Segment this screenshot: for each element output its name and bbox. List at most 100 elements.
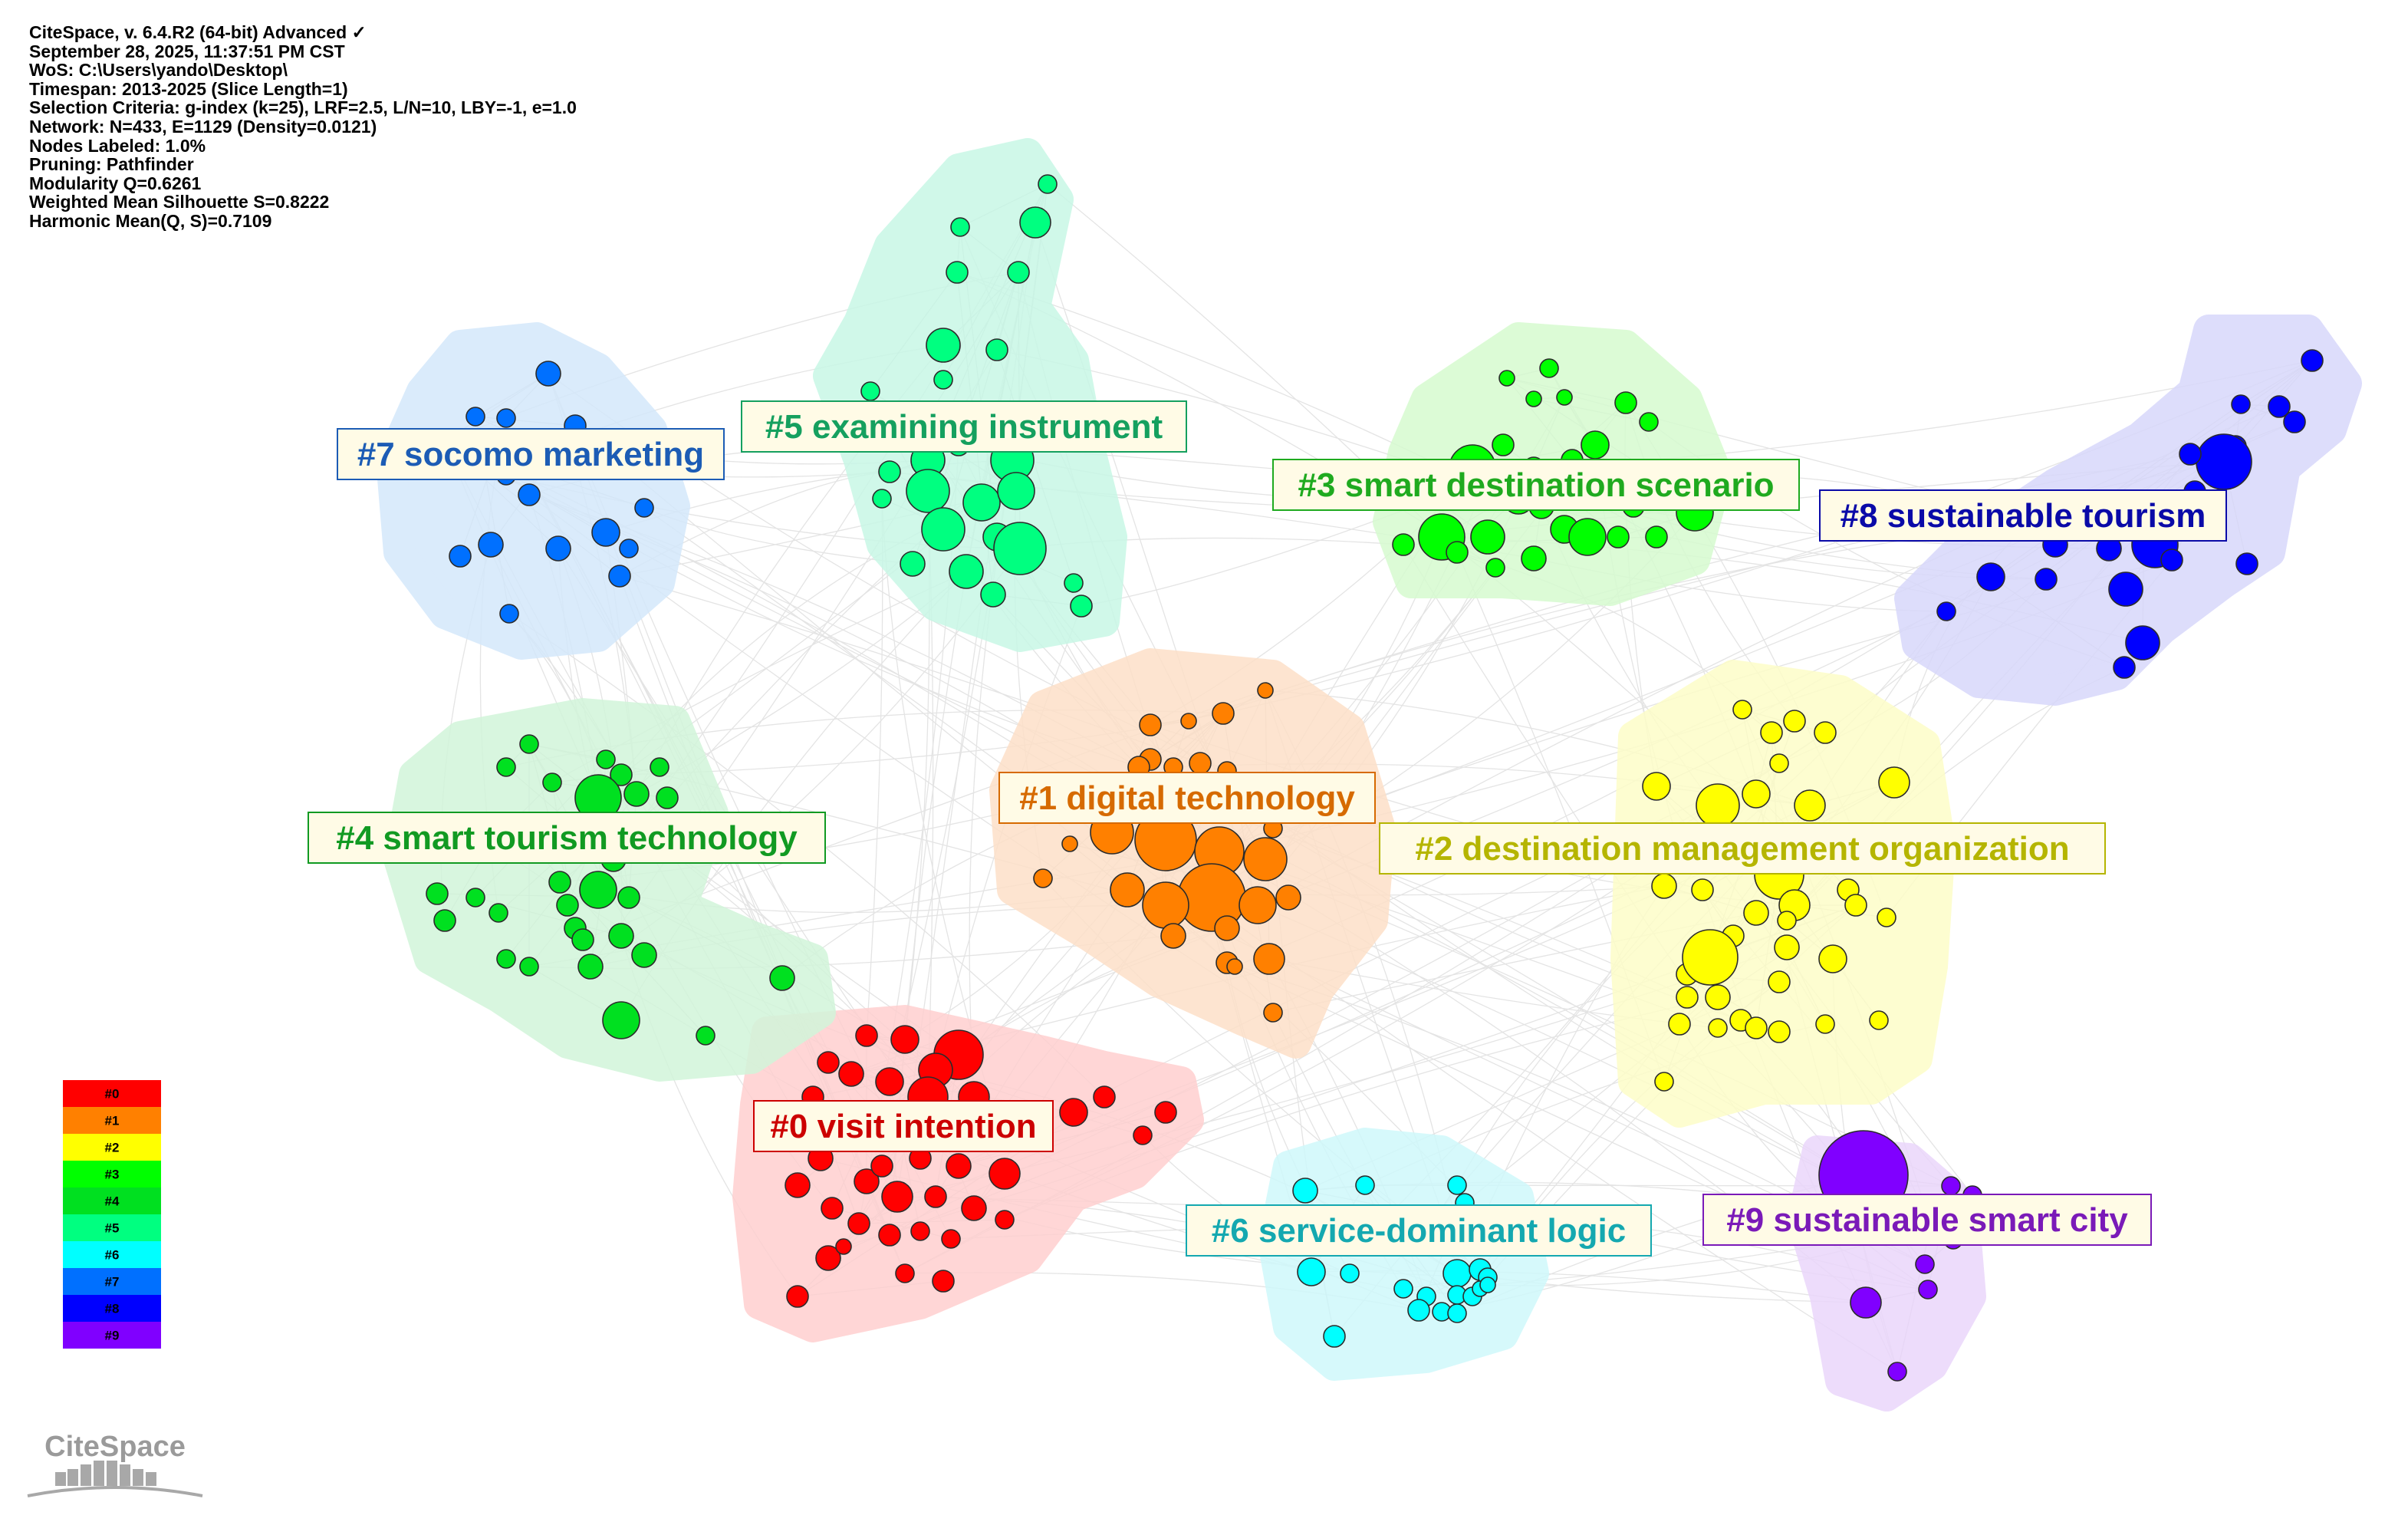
node-cluster-8[interactable] bbox=[2235, 552, 2258, 575]
node-cluster-5[interactable] bbox=[872, 489, 892, 509]
node-cluster-3[interactable] bbox=[1607, 525, 1630, 548]
node-cluster-8[interactable] bbox=[2231, 394, 2251, 414]
node-cluster-4[interactable] bbox=[426, 882, 449, 905]
node-cluster-9[interactable] bbox=[1850, 1286, 1882, 1319]
node-cluster-6[interactable] bbox=[1393, 1279, 1413, 1299]
node-cluster-2[interactable] bbox=[1818, 944, 1847, 973]
node-cluster-0[interactable] bbox=[785, 1172, 811, 1198]
node-cluster-8[interactable] bbox=[2301, 349, 2324, 372]
node-cluster-3[interactable] bbox=[1581, 430, 1610, 460]
node-cluster-8[interactable] bbox=[2113, 656, 2136, 679]
node-cluster-6[interactable] bbox=[1292, 1178, 1318, 1204]
node-cluster-0[interactable] bbox=[1093, 1085, 1116, 1108]
node-cluster-0[interactable] bbox=[946, 1153, 972, 1179]
node-cluster-1[interactable] bbox=[1257, 682, 1274, 699]
node-cluster-1[interactable] bbox=[1253, 943, 1285, 975]
node-cluster-5[interactable] bbox=[985, 338, 1008, 361]
node-cluster-6[interactable] bbox=[1479, 1276, 1496, 1293]
node-cluster-6[interactable] bbox=[1447, 1175, 1467, 1195]
node-cluster-9[interactable] bbox=[1918, 1280, 1938, 1299]
node-cluster-1[interactable] bbox=[1142, 881, 1189, 929]
node-cluster-4[interactable] bbox=[519, 957, 539, 977]
node-cluster-2[interactable] bbox=[1815, 1014, 1835, 1034]
node-cluster-4[interactable] bbox=[650, 757, 669, 777]
node-cluster-5[interactable] bbox=[1064, 573, 1084, 593]
node-cluster-0[interactable] bbox=[878, 1224, 901, 1247]
node-cluster-5[interactable] bbox=[946, 261, 969, 284]
node-cluster-7[interactable] bbox=[496, 408, 516, 428]
node-cluster-8[interactable] bbox=[2108, 572, 2143, 607]
node-cluster-8[interactable] bbox=[2196, 433, 2252, 490]
node-cluster-0[interactable] bbox=[895, 1263, 915, 1283]
node-cluster-2[interactable] bbox=[1676, 986, 1699, 1009]
node-cluster-1[interactable] bbox=[1139, 713, 1162, 736]
cluster-label-5[interactable]: #5 examining instrument bbox=[741, 400, 1187, 453]
node-cluster-4[interactable] bbox=[623, 781, 650, 807]
node-cluster-4[interactable] bbox=[519, 734, 539, 754]
node-cluster-1[interactable] bbox=[1239, 886, 1277, 924]
node-cluster-7[interactable] bbox=[545, 535, 571, 562]
node-cluster-2[interactable] bbox=[1696, 783, 1740, 828]
node-cluster-2[interactable] bbox=[1777, 911, 1797, 931]
node-cluster-2[interactable] bbox=[1642, 772, 1671, 801]
node-cluster-7[interactable] bbox=[619, 539, 639, 558]
node-cluster-1[interactable] bbox=[1243, 837, 1288, 881]
node-cluster-4[interactable] bbox=[617, 886, 640, 909]
node-cluster-2[interactable] bbox=[1742, 779, 1771, 809]
cluster-label-9[interactable]: #9 sustainable smart city bbox=[1702, 1194, 2152, 1246]
node-cluster-1[interactable] bbox=[1160, 923, 1186, 949]
node-cluster-1[interactable] bbox=[1110, 872, 1145, 907]
node-cluster-5[interactable] bbox=[962, 483, 1001, 522]
node-cluster-3[interactable] bbox=[1568, 518, 1607, 556]
node-cluster-0[interactable] bbox=[847, 1212, 870, 1235]
node-cluster-5[interactable] bbox=[878, 460, 901, 483]
node-cluster-9[interactable] bbox=[1941, 1176, 1961, 1196]
node-cluster-0[interactable] bbox=[821, 1197, 844, 1220]
node-cluster-5[interactable] bbox=[950, 217, 970, 237]
node-cluster-2[interactable] bbox=[1705, 984, 1731, 1010]
node-cluster-4[interactable] bbox=[542, 772, 562, 792]
node-cluster-0[interactable] bbox=[961, 1195, 987, 1221]
cluster-label-3[interactable]: #3 smart destination scenario bbox=[1272, 459, 1800, 511]
node-cluster-3[interactable] bbox=[1639, 412, 1659, 432]
node-cluster-0[interactable] bbox=[870, 1155, 893, 1178]
node-cluster-4[interactable] bbox=[602, 1001, 640, 1039]
node-cluster-5[interactable] bbox=[1007, 261, 1030, 284]
cluster-label-0[interactable]: #0 visit intention bbox=[753, 1100, 1054, 1152]
cluster-label-7[interactable]: #7 socomo marketing bbox=[337, 428, 725, 480]
node-cluster-5[interactable] bbox=[933, 370, 953, 390]
node-cluster-2[interactable] bbox=[1844, 894, 1867, 917]
node-cluster-0[interactable] bbox=[989, 1158, 1021, 1190]
node-cluster-0[interactable] bbox=[1059, 1098, 1088, 1127]
node-cluster-8[interactable] bbox=[2268, 395, 2291, 418]
node-cluster-2[interactable] bbox=[1732, 700, 1752, 720]
node-cluster-0[interactable] bbox=[838, 1061, 864, 1087]
node-cluster-2[interactable] bbox=[1878, 766, 1910, 799]
node-cluster-2[interactable] bbox=[1760, 721, 1783, 744]
node-cluster-2[interactable] bbox=[1783, 710, 1806, 733]
node-cluster-1[interactable] bbox=[1061, 835, 1078, 852]
node-cluster-1[interactable] bbox=[1275, 884, 1301, 911]
node-cluster-2[interactable] bbox=[1774, 934, 1800, 960]
node-cluster-4[interactable] bbox=[610, 763, 633, 786]
node-cluster-1[interactable] bbox=[1180, 713, 1197, 730]
node-cluster-2[interactable] bbox=[1769, 753, 1789, 773]
node-cluster-3[interactable] bbox=[1556, 389, 1573, 406]
node-cluster-2[interactable] bbox=[1651, 873, 1677, 899]
node-cluster-8[interactable] bbox=[1976, 562, 2005, 591]
node-cluster-0[interactable] bbox=[854, 1168, 880, 1194]
node-cluster-0[interactable] bbox=[855, 1024, 878, 1047]
node-cluster-8[interactable] bbox=[2283, 410, 2306, 433]
node-cluster-7[interactable] bbox=[449, 545, 472, 568]
node-cluster-4[interactable] bbox=[608, 923, 634, 949]
node-cluster-8[interactable] bbox=[2160, 548, 2183, 572]
node-cluster-3[interactable] bbox=[1392, 533, 1415, 556]
node-cluster-0[interactable] bbox=[924, 1185, 947, 1208]
node-cluster-3[interactable] bbox=[1539, 358, 1559, 378]
node-cluster-0[interactable] bbox=[817, 1051, 840, 1074]
node-cluster-2[interactable] bbox=[1654, 1072, 1674, 1092]
node-cluster-4[interactable] bbox=[769, 965, 795, 991]
node-cluster-0[interactable] bbox=[786, 1285, 809, 1308]
node-cluster-3[interactable] bbox=[1614, 391, 1637, 414]
node-cluster-6[interactable] bbox=[1340, 1263, 1360, 1283]
